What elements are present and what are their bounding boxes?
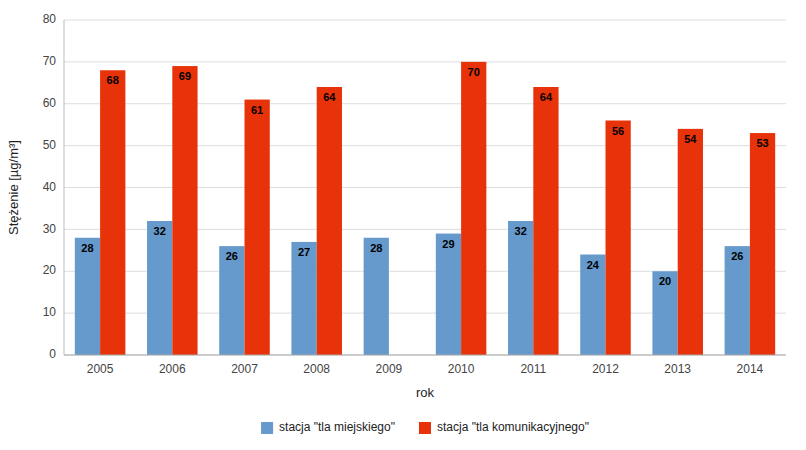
bar: [172, 66, 197, 355]
chart-svg: 0 10 20 30 40 50 60 70 80 28 32 26 27 28 29 32 24 20 26 68 6…: [0, 0, 806, 450]
bar: [436, 234, 461, 355]
x-tick-label: 2012: [592, 362, 619, 376]
bar: [725, 246, 750, 355]
x-tick-label: 2006: [159, 362, 186, 376]
bar: [461, 62, 486, 355]
x-tick-label: 2005: [87, 362, 114, 376]
grid-line: [64, 61, 786, 62]
bar: [147, 221, 172, 355]
data-label: 61: [251, 104, 263, 116]
data-label: 27: [298, 246, 310, 258]
bar: [580, 255, 605, 356]
chart-container: 0 10 20 30 40 50 60 70 80 28 32 26 27 28 29 32 24 20 26 68 6…: [0, 0, 806, 450]
data-label: 64: [540, 91, 553, 103]
data-label: 26: [731, 250, 743, 262]
data-labels: 28 32 26 27 28 29 32 24 20 26 68 69 61 64 70 64 56 54 53: [81, 66, 768, 287]
grid-line: [64, 355, 786, 356]
x-tick-label: 2009: [376, 362, 403, 376]
data-label: 26: [226, 250, 238, 262]
bar: [75, 238, 100, 355]
data-label: 53: [756, 137, 768, 149]
bar: [291, 242, 316, 355]
data-label: 68: [107, 74, 119, 86]
bar: [606, 121, 631, 356]
x-tick-label: 2011: [520, 362, 546, 376]
y-tick-label: 30: [43, 222, 57, 236]
y-axis-line: [64, 20, 65, 355]
bar: [508, 221, 533, 355]
data-label: 64: [323, 91, 336, 103]
legend-swatch: [419, 422, 431, 434]
x-tick-label: 2014: [737, 362, 764, 376]
bar: [652, 271, 677, 355]
x-tick-label: 2013: [664, 362, 691, 376]
y-tick-label: 10: [43, 305, 57, 319]
legend-entry: stacja "tla komunikacyjnego": [437, 420, 589, 434]
y-tick-label: 70: [43, 54, 57, 68]
data-label: 29: [442, 238, 454, 250]
bar: [533, 87, 558, 355]
x-tick-label: 2007: [231, 362, 258, 376]
bar: [219, 246, 244, 355]
x-tick-label: 2008: [303, 362, 330, 376]
data-label: 32: [154, 225, 166, 237]
x-axis-label: rok: [416, 385, 435, 400]
x-axis: 2005 2006 2007 2008 2009 2010 2011 2012 2013 2014: [64, 355, 786, 376]
grid-line: [64, 20, 786, 21]
y-tick-label: 80: [43, 12, 57, 26]
x-axis-line: [64, 355, 786, 356]
y-tick-label: 0: [49, 347, 56, 361]
data-label: 69: [179, 70, 191, 82]
legend-swatch: [261, 422, 273, 434]
bar: [317, 87, 342, 355]
y-axis-label: Stężenie [µg/m³]: [6, 140, 21, 235]
data-label: 54: [684, 133, 697, 145]
y-axis: 0 10 20 30 40 50 60 70 80: [43, 12, 64, 361]
bar: [364, 238, 389, 355]
legend-entry: stacja "tla miejskiego": [279, 420, 395, 434]
x-tick-label: 2010: [448, 362, 475, 376]
bar: [245, 100, 270, 355]
y-tick-label: 20: [43, 263, 57, 277]
bars: [75, 62, 775, 355]
data-label: 20: [659, 275, 671, 287]
data-label: 70: [468, 66, 480, 78]
data-label: 28: [81, 242, 93, 254]
bar: [678, 129, 703, 355]
bar: [750, 133, 775, 355]
y-tick-label: 50: [43, 138, 57, 152]
grid: [64, 20, 786, 355]
data-label: 32: [515, 225, 527, 237]
data-label: 24: [587, 259, 600, 271]
data-label: 56: [612, 125, 624, 137]
y-tick-label: 60: [43, 96, 57, 110]
data-label: 28: [370, 242, 382, 254]
y-tick-label: 40: [43, 180, 57, 194]
legend: stacja "tla miejskiego" stacja "tla komun…: [261, 420, 589, 434]
bar: [100, 70, 125, 355]
